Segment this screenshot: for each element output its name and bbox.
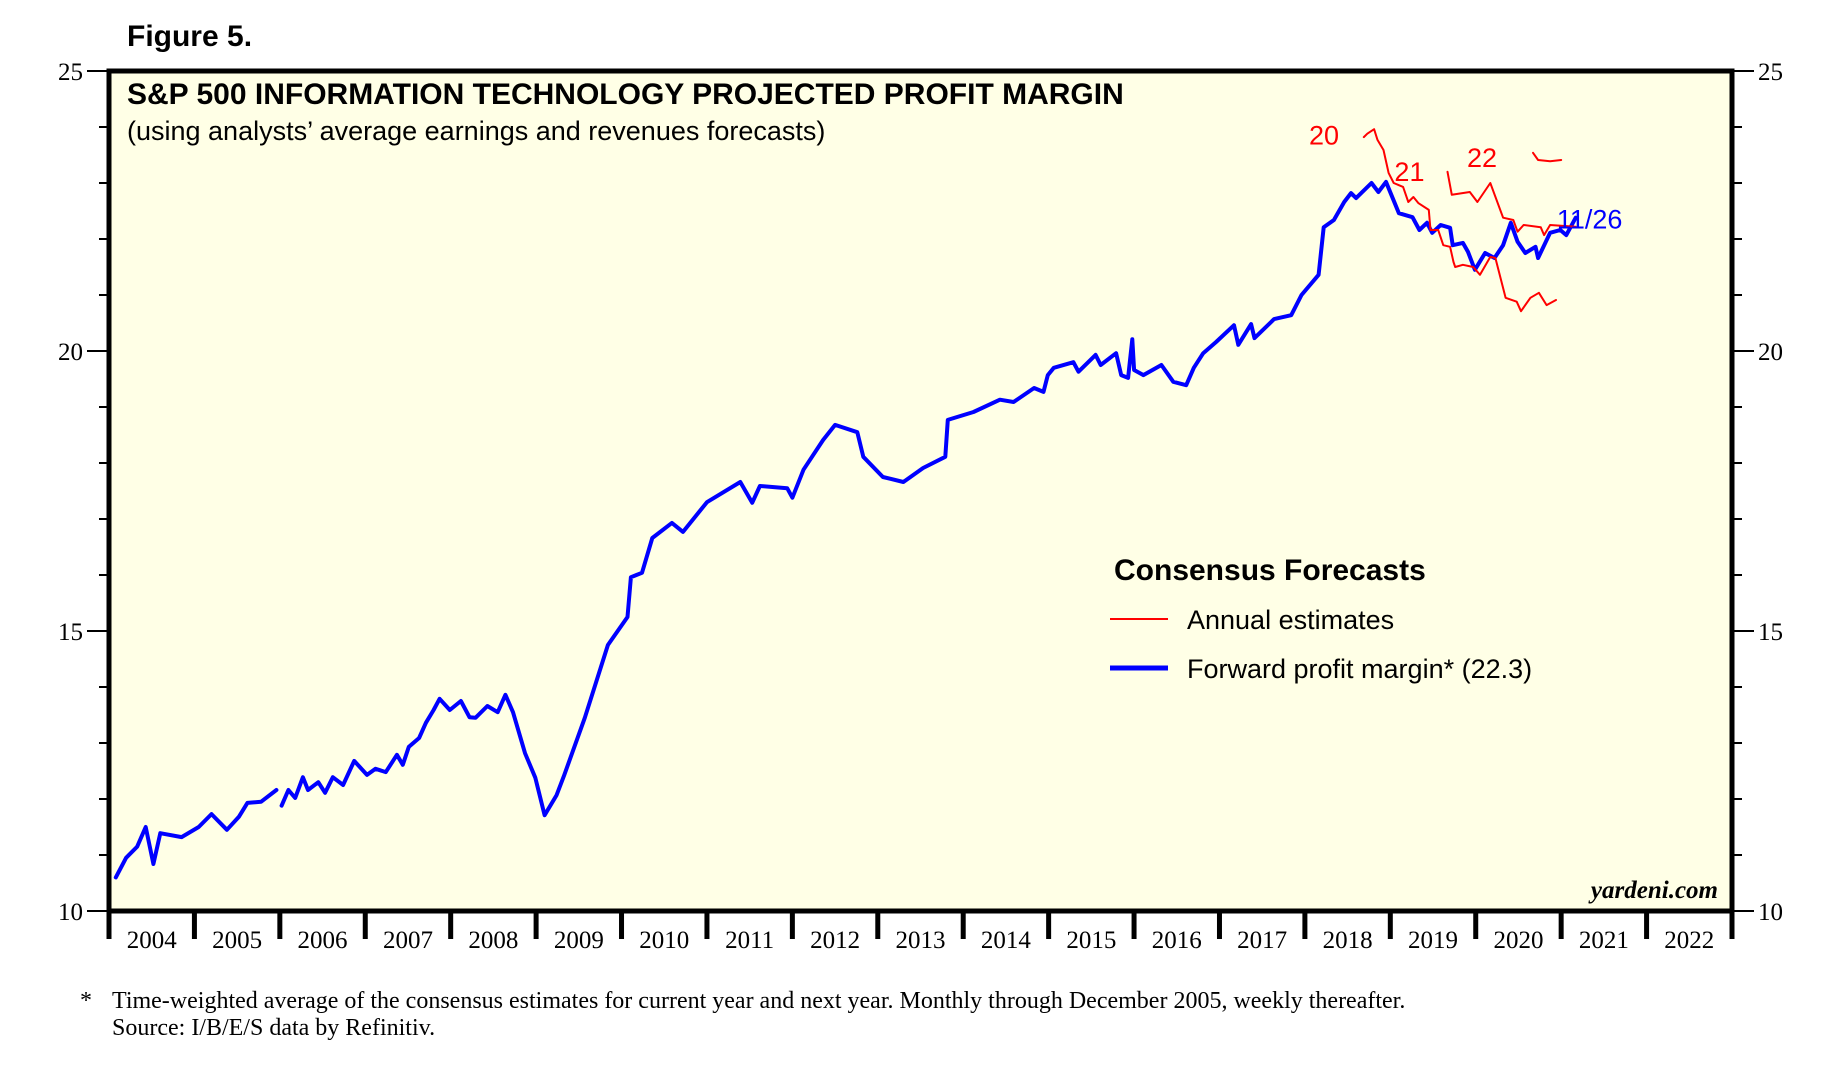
x-tick-label: 2017: [1237, 927, 1287, 954]
x-tick-label: 2010: [639, 927, 689, 954]
series-label-forward: 11/26: [1557, 204, 1623, 234]
legend-label-annual: Annual estimates: [1187, 605, 1394, 635]
series-label-annual-2021: 21: [1394, 157, 1424, 187]
x-tick-label: 2014: [981, 927, 1032, 954]
y-tick-label: 10: [58, 899, 83, 926]
x-tick-label: 2021: [1579, 927, 1629, 954]
series-line-forward: [113, 788, 279, 880]
y-tick-label: 10: [1758, 899, 1783, 926]
x-tick-label: 2004: [127, 927, 178, 954]
x-tick-label: 2022: [1664, 927, 1714, 954]
x-tick-label: 2013: [896, 927, 946, 954]
x-tick-label: 2006: [298, 927, 348, 954]
x-axis: 2004 2005 2006 2007 2008 2009 2010 2011 2012 2013…: [106, 911, 1735, 954]
series-layer: [113, 128, 1578, 880]
x-tick-label: 2012: [810, 927, 860, 954]
footnote: * Time-weighted average of the consensus…: [80, 988, 1405, 1042]
y-tick-label: 25: [58, 59, 83, 86]
footnote-marker: *: [80, 988, 92, 1014]
x-tick-label: 2011: [725, 927, 774, 954]
legend-title: Consensus Forecasts: [1114, 554, 1426, 587]
x-tick-label: 2015: [1066, 927, 1116, 954]
y-axis-left: 10 15 20 25: [58, 59, 109, 926]
chart-title: S&P 500 INFORMATION TECHNOLOGY PROJECTED…: [127, 78, 1124, 111]
series-label-annual-2020: 20: [1309, 120, 1339, 150]
y-tick-label: 20: [58, 339, 83, 366]
series-line-forward: [279, 179, 1578, 818]
x-tick-label: 2018: [1323, 927, 1373, 954]
series-line-annual-2021: [1446, 170, 1577, 237]
legend: Consensus Forecasts Annual estimates For…: [1110, 554, 1532, 684]
y-tick-label: 15: [58, 619, 83, 646]
x-tick-label: 2009: [554, 927, 604, 954]
series-label-annual-2022: 22: [1467, 143, 1497, 173]
chart-subtitle: (using analysts’ average earnings and re…: [127, 116, 825, 146]
y-axis-right: 10 15 20 25: [1732, 59, 1783, 926]
x-tick-label: 2020: [1493, 927, 1543, 954]
plot-frame: [106, 68, 1735, 914]
annotations: 20 21 22 11/26: [1309, 120, 1622, 234]
x-tick-label: 2016: [1152, 927, 1202, 954]
x-tick-label: 2008: [468, 927, 518, 954]
y-tick-label: 25: [1758, 59, 1783, 86]
figure-label: Figure 5.: [127, 20, 253, 53]
plot-background: [109, 71, 1732, 911]
legend-label-forward: Forward profit margin* (22.3): [1187, 654, 1532, 684]
y-tick-label: 15: [1758, 619, 1783, 646]
x-tick-label: 2005: [212, 927, 262, 954]
watermark: yardeni.com: [1588, 877, 1718, 904]
series-line-annual-2022: [1532, 151, 1563, 163]
footnote-line-1: Time-weighted average of the consensus e…: [112, 988, 1406, 1014]
series-line-annual-2020: [1362, 128, 1557, 313]
footnote-line-2: Source: I/B/E/S data by Refinitiv.: [112, 1015, 436, 1041]
x-tick-label: 2007: [383, 927, 433, 954]
y-tick-label: 20: [1758, 339, 1783, 366]
x-tick-label: 2019: [1408, 927, 1458, 954]
